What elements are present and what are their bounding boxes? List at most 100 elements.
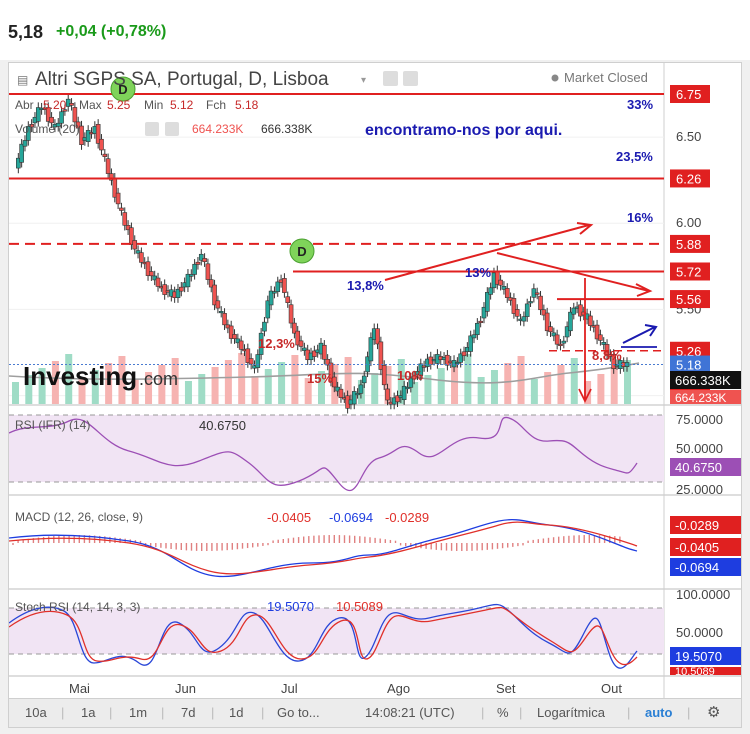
candle-down: [122, 212, 128, 226]
sep: |: [109, 705, 113, 720]
price-change: +0,04 (+0,78%): [56, 23, 167, 40]
candle-up: [408, 377, 414, 388]
volume-tag: [670, 371, 741, 389]
volume-tag-label: 666.338K: [675, 373, 731, 388]
level-price-label: 5.56: [676, 292, 701, 307]
candle-down: [155, 277, 161, 287]
candle-down: [212, 284, 217, 306]
candle-up: [265, 300, 271, 319]
stoch-d-line: [9, 606, 638, 666]
ohlc-field: Max: [79, 98, 102, 112]
volume-bar: [224, 360, 232, 404]
level-price-label: 5.88: [676, 237, 701, 252]
candle-up: [368, 337, 374, 362]
volume-bar: [490, 370, 498, 404]
candle-down: [385, 388, 390, 401]
volume-bar: [51, 361, 59, 404]
stoch-band: [9, 608, 664, 654]
candle-down: [558, 343, 563, 347]
candle-up: [26, 126, 31, 141]
trend-arrow-down: [496, 252, 653, 297]
drop-label: 12,3%: [258, 336, 295, 351]
macd-value: -0.0694: [329, 510, 373, 525]
level-price-tag: [670, 85, 710, 103]
candle-up: [258, 332, 264, 355]
volume-bar: [411, 382, 419, 404]
log-toggle[interactable]: Logarítmica: [537, 705, 605, 720]
candle-down: [109, 173, 114, 181]
candle-up: [361, 375, 367, 384]
candle-up: [16, 157, 21, 169]
volume-bar: [264, 369, 272, 404]
candle-down: [115, 192, 121, 205]
dividend-marker-label: D: [297, 244, 306, 259]
stoch-k-line: [9, 603, 638, 669]
candle-down: [598, 334, 603, 341]
candle-down: [541, 309, 547, 316]
volume-bar: [624, 360, 631, 404]
candle-down: [511, 298, 517, 314]
month-label: Ago: [387, 681, 410, 696]
candle-down: [498, 279, 503, 286]
chart-container[interactable]: D D ▤ Altri SGPS SA, Portugal, D, Lisboa ▾ Ma…: [8, 62, 742, 700]
candle-up: [564, 326, 570, 338]
dividend-marker-label: D: [118, 82, 127, 97]
period-1d[interactable]: 1d: [229, 705, 244, 720]
note-text: encontramo-nos por aqui.: [365, 122, 562, 139]
volume-value: 666.338K: [261, 122, 312, 136]
candle-down: [588, 315, 593, 326]
level-price-tag: [670, 262, 710, 281]
candle-down: [302, 347, 307, 351]
candle-up: [19, 143, 24, 163]
volume-bar: [91, 370, 99, 404]
goto-button[interactable]: Go to...: [277, 705, 320, 720]
candle-down: [295, 330, 301, 346]
settings-gear-icon[interactable]: ⚙: [707, 704, 721, 721]
month-label: Jun: [175, 681, 196, 696]
candle-down: [205, 263, 211, 280]
candle-down: [534, 292, 540, 295]
month-label: Out: [601, 681, 622, 696]
chart-svg[interactable]: D D ▤ Altri SGPS SA, Portugal, D, Lisboa ▾ Ma…: [9, 63, 741, 699]
candle-down: [538, 295, 543, 311]
candle-down: [544, 312, 550, 332]
percent-toggle[interactable]: %: [497, 705, 509, 720]
candle-down: [298, 340, 304, 347]
ohlc-field: 5.20: [43, 98, 67, 112]
current-price-label: 5.18: [676, 358, 701, 373]
period-7d[interactable]: 7d: [181, 705, 196, 720]
volume-bar: [12, 382, 19, 404]
stoch-value: 10.5089: [336, 599, 383, 614]
volume-bar: [145, 372, 153, 404]
auto-toggle[interactable]: auto: [645, 705, 673, 720]
dividend-marker: [110, 76, 136, 102]
stoch-tag: [670, 647, 741, 665]
period-10a[interactable]: 10a: [25, 705, 47, 720]
level-price-label: 5.26: [676, 344, 701, 359]
volume-bar: [344, 357, 352, 404]
volume-bar: [464, 354, 472, 404]
candle-up: [405, 386, 410, 390]
fib-label: 13,8%: [347, 278, 384, 293]
volume-bar: [38, 368, 46, 404]
candle-down: [375, 328, 380, 345]
volume-bar: [238, 353, 246, 404]
period-1m[interactable]: 1m: [129, 705, 148, 720]
candle-up: [55, 122, 61, 127]
candle-down: [215, 300, 221, 309]
candle-down: [445, 354, 450, 366]
candle-down: [514, 309, 520, 317]
volume-bar: [25, 375, 33, 404]
volume-bar: [371, 373, 379, 404]
candle-down: [202, 258, 207, 263]
candle-up: [458, 353, 463, 363]
period-1a[interactable]: 1a: [81, 705, 96, 720]
volume-bar: [504, 363, 512, 404]
candle-up: [195, 261, 201, 265]
candle-up: [481, 306, 487, 319]
stoch-tag-label: 19.5070: [675, 649, 722, 664]
month-label: Set: [496, 681, 516, 696]
volume-bar: [118, 356, 126, 404]
sep: |: [627, 705, 631, 720]
candle-up: [312, 350, 317, 357]
